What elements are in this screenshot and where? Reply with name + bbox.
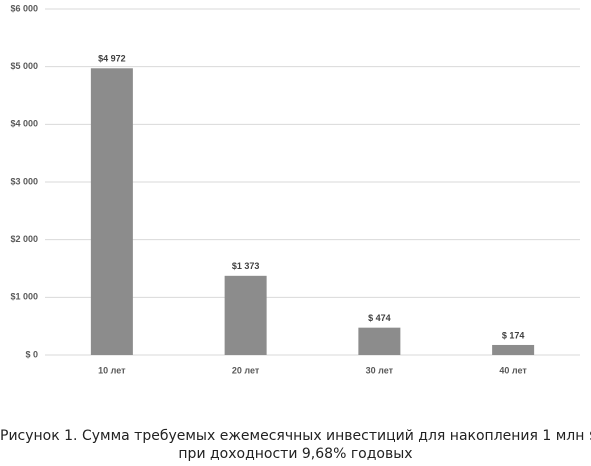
bar: [224, 275, 267, 355]
y-tick-label: $1 000: [10, 292, 38, 302]
value-label: $4 972: [98, 54, 126, 64]
value-label: $ 174: [502, 330, 525, 340]
bar: [492, 344, 535, 355]
value-label: $1 373: [232, 261, 260, 271]
x-tick-label: 30 лет: [366, 365, 394, 375]
y-tick-label: $4 000: [10, 119, 38, 129]
y-tick-label: $3 000: [10, 176, 38, 186]
y-tick-label: $2 000: [10, 234, 38, 244]
x-tick-label: 20 лет: [232, 365, 260, 375]
bar: [358, 327, 401, 355]
x-tick-label: 40 лет: [499, 365, 527, 375]
value-label: $ 474: [368, 313, 391, 323]
bar: [90, 68, 133, 355]
x-tick-label: 10 лет: [98, 365, 126, 375]
caption-line: Рисунок 1. Сумма требуемых ежемесячных и…: [0, 428, 591, 444]
y-tick-label: $5 000: [10, 61, 38, 71]
caption-line: при доходности 9,68% годовых: [178, 446, 413, 462]
y-tick-label: $6 000: [10, 3, 38, 13]
y-tick-label: $ 0: [25, 349, 38, 359]
chart: $ 0 $1 000 $2 000 $3 000 $4 000 $5 000 $6 000 1…: [10, 3, 580, 375]
